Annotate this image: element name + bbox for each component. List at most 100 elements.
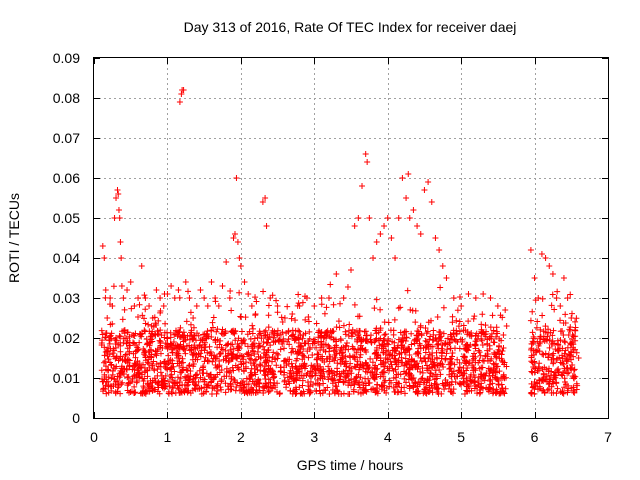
scatter-point <box>124 345 131 352</box>
y-tick-label: 0.03 <box>53 290 80 306</box>
scatter-point <box>309 352 316 359</box>
scatter-point <box>170 338 177 345</box>
scatter-point <box>549 291 556 298</box>
scatter-point-outlier <box>142 295 149 301</box>
scatter-point <box>274 380 281 387</box>
scatter-point <box>141 375 148 382</box>
scatter-point <box>343 342 350 349</box>
scatter-point <box>347 360 354 367</box>
scatter-point <box>414 390 421 397</box>
scatter-point <box>214 326 221 333</box>
scatter-point <box>559 352 566 359</box>
scatter-point <box>328 334 335 341</box>
scatter-point-outlier <box>259 199 266 205</box>
scatter-point <box>456 293 463 300</box>
scatter-point <box>156 390 163 397</box>
scatter-point <box>265 336 272 343</box>
scatter-point <box>130 373 137 380</box>
scatter-point <box>401 375 408 382</box>
scatter-point <box>487 324 494 331</box>
scatter-point <box>476 349 483 356</box>
scatter-point <box>433 349 440 356</box>
scatter-point <box>408 341 415 348</box>
scatter-point <box>131 366 138 373</box>
scatter-point <box>548 356 555 363</box>
scatter-point <box>325 342 332 349</box>
scatter-point <box>141 351 148 358</box>
scatter-point <box>105 356 112 363</box>
scatter-point <box>213 364 220 371</box>
scatter-point <box>391 388 398 395</box>
scatter-point-outlier <box>208 279 215 285</box>
scatter-point <box>324 355 331 362</box>
scatter-point <box>390 384 397 391</box>
scatter-point <box>112 334 119 341</box>
scatter-point <box>492 360 499 367</box>
scatter-point <box>355 389 362 396</box>
scatter-point <box>473 390 480 397</box>
scatter-point-outlier <box>436 247 443 253</box>
scatter-point <box>263 383 270 390</box>
scatter-point <box>490 339 497 346</box>
scatter-point <box>365 365 372 372</box>
scatter-point <box>214 380 221 387</box>
scatter-point <box>187 309 194 316</box>
scatter-point <box>473 383 480 390</box>
x-tick-label: 5 <box>457 429 465 445</box>
scatter-point-outlier <box>549 271 556 277</box>
scatter-point <box>103 348 110 355</box>
scatter-point <box>175 386 182 393</box>
scatter-point <box>392 359 399 366</box>
scatter-point <box>573 349 580 356</box>
scatter-point-outlier <box>109 303 116 309</box>
scatter-point <box>550 389 557 396</box>
x-tick-label: 3 <box>310 429 318 445</box>
scatter-point <box>412 361 419 368</box>
scatter-point <box>424 328 431 335</box>
scatter-point <box>378 361 385 368</box>
scatter-point-outlier <box>503 323 510 329</box>
scatter-point <box>112 389 119 396</box>
axis-ticks <box>94 58 609 419</box>
scatter-point <box>173 327 180 334</box>
scatter-point <box>435 362 442 369</box>
scatter-point <box>484 336 491 343</box>
scatter-point <box>426 382 433 389</box>
x-axis-title: GPS time / hours <box>297 457 404 473</box>
scatter-point <box>539 366 546 373</box>
scatter-point-outlier <box>289 311 296 317</box>
x-tick-label: 0 <box>90 429 98 445</box>
scatter-point <box>435 390 442 397</box>
scatter-point <box>343 363 350 370</box>
scatter-point <box>334 360 341 367</box>
scatter-point <box>295 291 302 298</box>
scatter-point <box>454 307 461 314</box>
scatter-point <box>153 360 160 367</box>
scatter-point <box>265 362 272 369</box>
y-axis-title: ROTI / TECUs <box>6 193 22 283</box>
scatter-point <box>142 368 149 375</box>
scatter-point <box>402 355 409 362</box>
chart-title: Day 313 of 2016, Rate Of TEC Index for r… <box>184 19 517 35</box>
scatter-point <box>369 359 376 366</box>
scatter-point <box>333 350 340 357</box>
scatter-point <box>214 363 221 370</box>
scatter-point <box>491 368 498 375</box>
scatter-point-outlier <box>377 231 384 237</box>
scatter-point <box>208 378 215 385</box>
scatter-point-outlier <box>121 327 128 333</box>
scatter-point <box>342 346 349 353</box>
scatter-point <box>343 340 350 347</box>
scatter-point <box>545 365 552 372</box>
scatter-point <box>137 364 144 371</box>
scatter-point <box>439 342 446 349</box>
scatter-point <box>308 373 315 380</box>
scatter-point-outlier <box>237 263 244 269</box>
scatter-point <box>494 330 501 337</box>
scatter-point <box>433 386 440 393</box>
scatter-point-outlier <box>186 295 193 301</box>
scatter-point <box>539 351 546 358</box>
scatter-point <box>377 325 384 332</box>
scatter-point <box>496 368 503 375</box>
scatter-point <box>252 294 259 301</box>
